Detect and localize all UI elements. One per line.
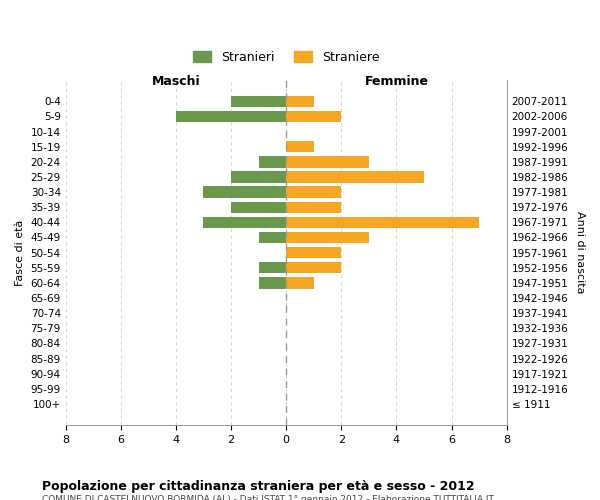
- Bar: [286, 186, 341, 198]
- Bar: [203, 186, 286, 198]
- Bar: [286, 172, 424, 182]
- Bar: [286, 111, 341, 122]
- Y-axis label: Anni di nascita: Anni di nascita: [575, 212, 585, 294]
- Bar: [259, 156, 286, 168]
- Bar: [286, 262, 341, 274]
- Bar: [259, 277, 286, 288]
- Bar: [286, 277, 314, 288]
- Bar: [286, 247, 341, 258]
- Text: Femmine: Femmine: [364, 74, 428, 88]
- Y-axis label: Fasce di età: Fasce di età: [15, 220, 25, 286]
- Bar: [286, 156, 369, 168]
- Bar: [286, 232, 369, 243]
- Bar: [259, 262, 286, 274]
- Bar: [259, 232, 286, 243]
- Bar: [203, 216, 286, 228]
- Bar: [286, 202, 341, 213]
- Bar: [286, 216, 479, 228]
- Text: Maschi: Maschi: [152, 74, 200, 88]
- Bar: [231, 172, 286, 182]
- Bar: [286, 96, 314, 107]
- Bar: [176, 111, 286, 122]
- Text: COMUNE DI CASTELNUOVO BORMIDA (AL) - Dati ISTAT 1° gennaio 2012 - Elaborazione T: COMUNE DI CASTELNUOVO BORMIDA (AL) - Dat…: [42, 495, 494, 500]
- Bar: [231, 202, 286, 213]
- Bar: [231, 96, 286, 107]
- Legend: Stranieri, Straniere: Stranieri, Straniere: [187, 45, 386, 70]
- Bar: [286, 141, 314, 152]
- Text: Popolazione per cittadinanza straniera per età e sesso - 2012: Popolazione per cittadinanza straniera p…: [42, 480, 475, 493]
